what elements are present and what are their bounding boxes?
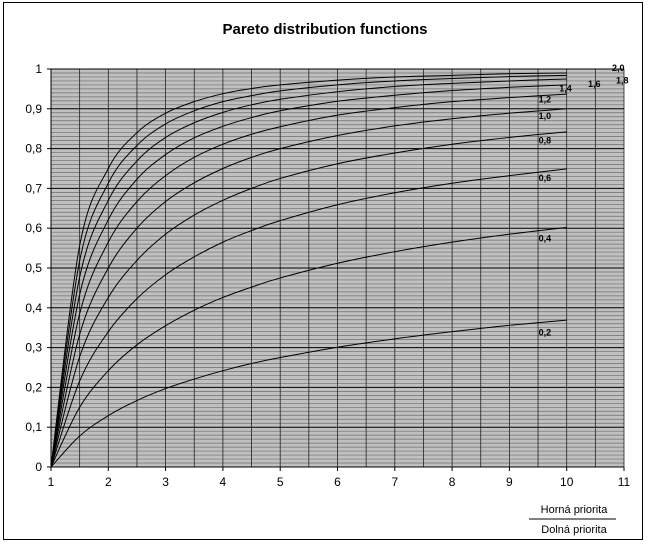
x-tick-label: 8 <box>449 475 456 489</box>
y-tick-label: 0,1 <box>25 420 42 434</box>
curve-label: 0,2 <box>539 328 552 338</box>
curves <box>50 72 567 468</box>
x-tick-label: 1 <box>48 475 55 489</box>
curve-label: 1,4 <box>559 83 572 93</box>
y-tick-label: 0,3 <box>25 341 42 355</box>
series-line <box>50 168 567 468</box>
legend-bottom-label: Dolná priorita <box>541 524 607 536</box>
y-tick-label: 0,8 <box>25 142 42 156</box>
curve-label: 1,8 <box>616 76 629 86</box>
x-tick-label: 11 <box>618 475 631 489</box>
series-line <box>50 78 567 468</box>
series-line <box>50 131 567 468</box>
y-axis-tick-labels: 0 0,1 0,2 0,3 0,4 0,5 0,6 0,7 0,8 0,9 1 <box>25 62 42 474</box>
x-tick-label: 2 <box>105 475 112 489</box>
y-tick-label: 0 <box>35 460 42 474</box>
series-line <box>50 93 567 468</box>
y-tick-label: 1 <box>35 62 42 76</box>
major-gridlines <box>51 68 624 428</box>
legend-top-label: Horná priorita <box>541 504 609 516</box>
series-line <box>50 226 567 468</box>
y-tick-label: 0,7 <box>25 181 42 195</box>
x-tick-label: 4 <box>220 475 227 489</box>
y-tick-label: 0,6 <box>25 221 42 235</box>
x-tick-label: 3 <box>162 475 169 489</box>
series-line <box>50 108 567 468</box>
curve-labels: 0,2 0,4 0,6 0,8 1,0 1,2 1,4 1,6 1,8 2,0 <box>539 63 629 338</box>
curve-label: 0,6 <box>539 173 552 183</box>
curve-label: 2,0 <box>612 63 625 73</box>
x-tick-label: 6 <box>334 475 341 489</box>
legend: Horná priorita Dolná priorita <box>529 504 616 536</box>
curve-label: 0,8 <box>539 135 552 145</box>
curve-label: 1,2 <box>539 94 552 104</box>
x-tick-label: 10 <box>560 475 574 489</box>
curve-label: 0,4 <box>539 233 552 243</box>
axes <box>47 68 625 471</box>
series-line <box>50 72 567 468</box>
series-line <box>50 74 567 468</box>
y-tick-label: 0,2 <box>25 380 42 394</box>
series-line <box>50 84 567 468</box>
chart-title: Pareto distribution functions <box>223 21 428 38</box>
curve-label: 1,6 <box>588 79 601 89</box>
y-tick-label: 0,5 <box>25 261 42 275</box>
curve-label: 1,0 <box>539 111 552 121</box>
x-tick-label: 7 <box>391 475 398 489</box>
y-tick-label: 0,4 <box>25 301 42 315</box>
x-tick-label: 9 <box>506 475 513 489</box>
series-line <box>50 319 567 468</box>
x-tick-label: 5 <box>277 475 284 489</box>
x-axis-tick-labels: 1 2 3 4 5 6 7 8 9 10 11 <box>48 475 631 489</box>
y-tick-label: 0,9 <box>25 102 42 116</box>
